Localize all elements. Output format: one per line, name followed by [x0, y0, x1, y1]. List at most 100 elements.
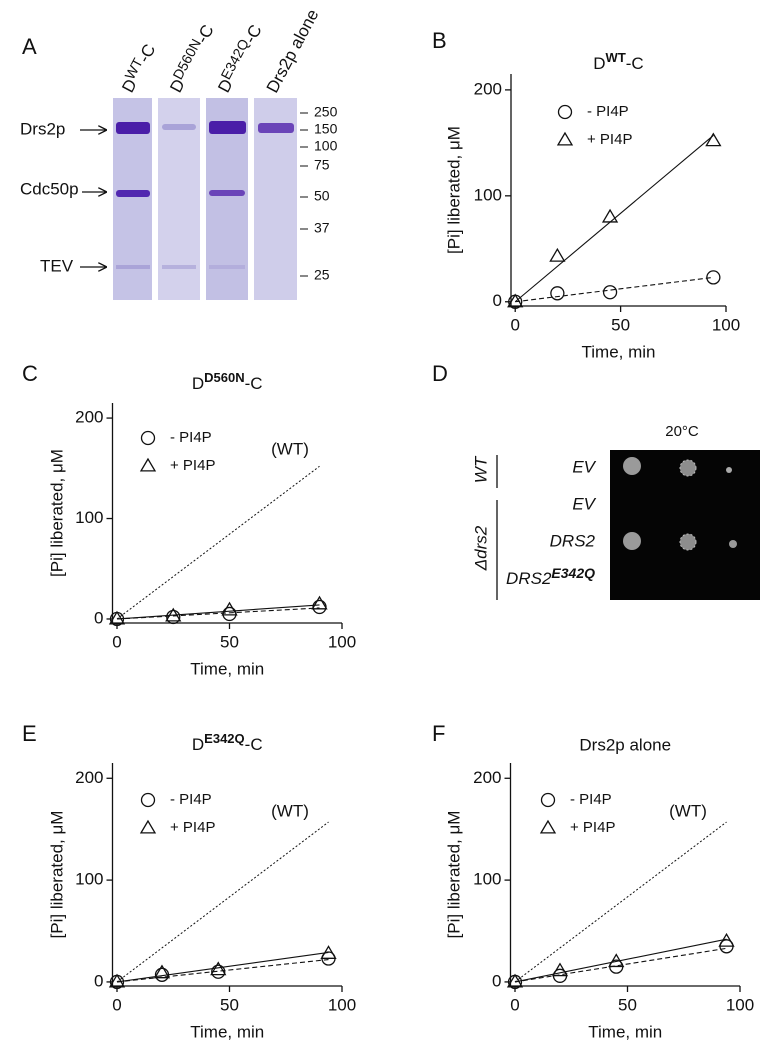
point: [602, 285, 618, 300]
chart-title: DE342Q-C: [192, 731, 263, 754]
lane-label: DWT-C: [115, 39, 160, 96]
x-tick-label: 100: [726, 995, 754, 1014]
chart-title: E342Q: [204, 731, 244, 746]
legend-label: - PI4P: [170, 429, 212, 446]
panel-label: F: [432, 721, 445, 746]
point: [211, 964, 226, 979]
chart-title: D560N: [204, 370, 244, 385]
reference-label: (WT): [669, 801, 707, 820]
protein-label: Drs2p: [20, 119, 65, 138]
strain-label: Δdrs2: [471, 525, 490, 571]
legend-symbol: [140, 792, 156, 808]
marker-label: 250: [314, 104, 338, 120]
legend-label: - PI4P: [170, 791, 212, 808]
y-tick-label: 200: [75, 768, 103, 787]
point: [221, 601, 238, 616]
legend-symbol: [140, 430, 156, 446]
point: [706, 270, 721, 285]
plasmid-label: EV: [572, 494, 596, 513]
point: [601, 208, 619, 223]
y-axis-label: [Pi] liberated, μM: [47, 811, 66, 939]
point: [551, 962, 569, 977]
colonies: [623, 457, 737, 551]
point: [550, 286, 565, 301]
x-tick-label: 50: [618, 995, 637, 1014]
fit-line: [514, 135, 714, 303]
point: [507, 293, 524, 308]
x-tick-label: 0: [112, 995, 121, 1014]
chart-title: -C: [245, 374, 263, 393]
legend-symbol: [139, 457, 157, 472]
legend-label: + PI4P: [587, 131, 632, 148]
panel-label: E: [22, 721, 37, 746]
point: [153, 964, 171, 979]
marker-label: 100: [314, 138, 338, 154]
x-tick-label: 0: [510, 315, 519, 334]
plasmid-label: DRS2: [550, 531, 596, 550]
reference-label: (WT): [271, 439, 309, 458]
y-tick-label: 200: [473, 768, 501, 787]
legend-symbol: [540, 792, 556, 808]
panel-label: A: [22, 34, 37, 59]
gel: [113, 98, 297, 300]
legend-symbol: [556, 131, 574, 146]
panel-label: B: [432, 28, 447, 53]
fit-line: [515, 276, 714, 303]
reference-line: [116, 465, 320, 620]
chart-title: D: [593, 54, 605, 73]
marker-label: 25: [314, 267, 330, 283]
x-axis-label: Time, min: [190, 659, 264, 678]
legend-label: - PI4P: [587, 103, 629, 120]
y-axis-label: [Pi] liberated, μM: [444, 126, 463, 254]
y-tick-label: 100: [75, 508, 103, 527]
x-tick-label: 0: [510, 995, 519, 1014]
legend-symbol: [557, 104, 573, 120]
reference-line: [116, 821, 329, 983]
x-tick-label: 50: [220, 995, 239, 1014]
plasmid-label: DRS2: [506, 569, 552, 588]
chart-title: DD560N-C: [192, 370, 263, 393]
y-tick-label: 100: [473, 870, 501, 889]
chart-title: -C: [245, 735, 263, 754]
y-tick-label: 100: [474, 185, 502, 204]
y-tick-label: 200: [75, 408, 103, 427]
fit-line: [116, 951, 329, 983]
point: [312, 599, 327, 615]
x-tick-label: 100: [328, 632, 356, 651]
fit-line: [514, 938, 727, 983]
x-tick-label: 50: [220, 632, 239, 651]
point: [549, 247, 566, 262]
marker-label: 150: [314, 121, 338, 137]
legend-label: + PI4P: [170, 819, 215, 836]
point: [311, 595, 328, 610]
legend-label: + PI4P: [170, 457, 215, 474]
x-axis-label: Time, min: [190, 1022, 264, 1041]
y-tick-label: 0: [493, 291, 502, 310]
x-tick-label: 100: [712, 315, 740, 334]
y-tick-label: 0: [94, 608, 103, 627]
point: [718, 932, 735, 947]
legend-symbol: [539, 819, 557, 834]
lane-label: D560N: [169, 36, 204, 82]
marker-label: 50: [314, 188, 330, 204]
lane-label: Drs2p alone: [263, 6, 323, 96]
point: [210, 961, 227, 976]
plasmid-label: DRS2E342Q: [506, 565, 595, 589]
chart-title: WT: [606, 50, 626, 65]
protein-label: Cdc50p: [20, 179, 79, 198]
point: [506, 973, 524, 988]
panel-label: C: [22, 361, 38, 386]
strain-label: WT: [471, 455, 490, 483]
chart-title: Drs2p alone: [579, 735, 671, 754]
point: [108, 973, 126, 988]
panel-label: D: [432, 361, 448, 386]
marker-label: 75: [314, 157, 330, 173]
chart-title: D: [192, 374, 204, 393]
point: [320, 945, 337, 959]
x-axis-label: Time, min: [588, 1022, 662, 1041]
x-tick-label: 50: [611, 315, 630, 334]
point: [608, 953, 625, 968]
chart-title: -C: [626, 54, 644, 73]
chart-title: D: [192, 735, 204, 754]
